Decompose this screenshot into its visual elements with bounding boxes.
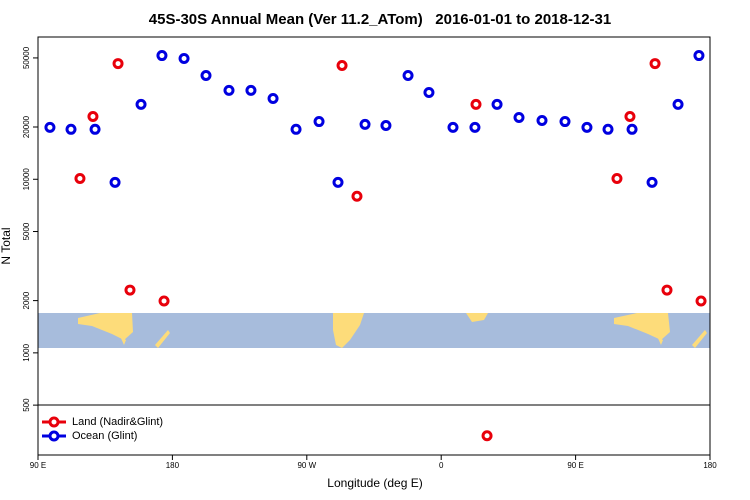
- x-tick-label: 0: [439, 461, 444, 470]
- point: [581, 121, 593, 133]
- point: [267, 92, 279, 104]
- map-strip: [38, 313, 710, 348]
- point: [559, 116, 571, 128]
- x-tick-label: 180: [703, 461, 717, 470]
- point: [611, 173, 623, 185]
- y-tick-label: 500: [22, 398, 31, 412]
- x-tick-label: 90 E: [567, 461, 583, 470]
- y-axis-label: N Total: [0, 227, 13, 264]
- point: [124, 284, 136, 296]
- x-tick-label: 180: [166, 461, 180, 470]
- point: [536, 115, 548, 127]
- point: [313, 116, 325, 128]
- y-tick-label: 5000: [22, 222, 31, 240]
- y-tick-label: 2000: [22, 291, 31, 309]
- point: [65, 123, 77, 135]
- point: [693, 50, 705, 62]
- point: [44, 121, 56, 133]
- point: [290, 123, 302, 135]
- legend-marker: [48, 416, 60, 428]
- point: [624, 110, 636, 122]
- legend-label: Ocean (Glint): [72, 430, 137, 442]
- point: [447, 121, 459, 133]
- point: [491, 98, 503, 110]
- point: [695, 295, 707, 307]
- chart-title: 45S-30S Annual Mean (Ver 11.2_ATom) 2016…: [149, 11, 611, 28]
- y-tick-label: 10000: [22, 168, 31, 191]
- y-tick-label: 20000: [22, 115, 31, 138]
- point: [359, 118, 371, 130]
- point: [626, 123, 638, 135]
- point: [672, 98, 684, 110]
- x-tick-label: 90 W: [297, 461, 316, 470]
- y-tick-label: 50000: [22, 46, 31, 69]
- point: [89, 123, 101, 135]
- legend-marker: [48, 430, 60, 442]
- point: [402, 70, 414, 82]
- x-tick-label: 90 E: [30, 461, 46, 470]
- point: [158, 295, 170, 307]
- point: [156, 50, 168, 62]
- point: [380, 120, 392, 132]
- point: [649, 58, 661, 70]
- point: [470, 98, 482, 110]
- x-axis-label: Longitude (deg E): [327, 476, 422, 490]
- point: [200, 70, 212, 82]
- point: [336, 60, 348, 72]
- point: [602, 123, 614, 135]
- point: [74, 173, 86, 185]
- y-tick-label: 1000: [22, 343, 31, 361]
- point: [109, 176, 121, 188]
- point: [135, 98, 147, 110]
- point: [112, 58, 124, 70]
- point: [513, 111, 525, 123]
- point: [245, 84, 257, 96]
- plot-frame: [37, 36, 711, 456]
- point: [661, 284, 673, 296]
- point: [351, 190, 363, 202]
- point: [87, 110, 99, 122]
- point: [469, 121, 481, 133]
- point: [423, 87, 435, 99]
- point: [646, 176, 658, 188]
- legend-label: Land (Nadir&Glint): [72, 416, 163, 428]
- point: [332, 176, 344, 188]
- point: [223, 84, 235, 96]
- point: [481, 430, 493, 442]
- point: [178, 53, 190, 65]
